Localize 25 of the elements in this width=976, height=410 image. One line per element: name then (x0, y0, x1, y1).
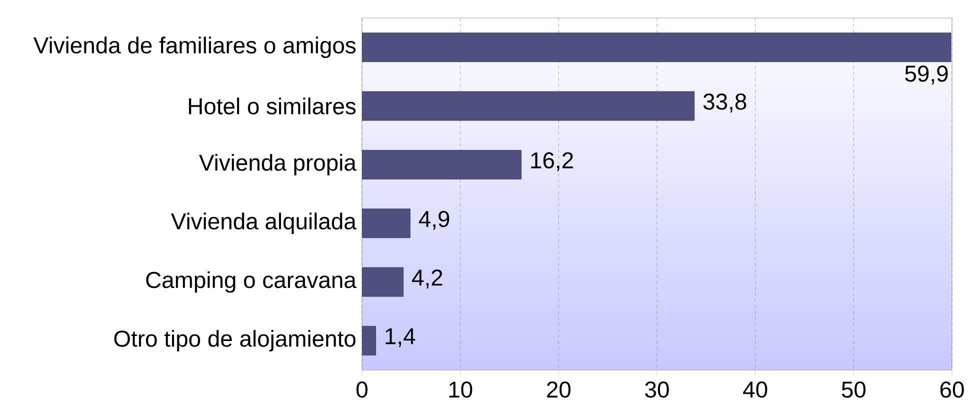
bar (362, 208, 410, 238)
data-label: 1,4 (386, 328, 416, 348)
x-tick-label: 60 (940, 382, 964, 398)
data-label: 4,2 (412, 270, 442, 288)
bar (362, 32, 952, 62)
bar (362, 326, 376, 356)
x-tick-label: 0 (356, 382, 368, 398)
bar (362, 150, 522, 180)
x-tick-label: 20 (547, 382, 571, 398)
data-label: 33,8 (703, 94, 746, 112)
y-tick-label: Vivienda propia (199, 154, 356, 176)
y-tick-label: Otro tipo de alojamiento (114, 330, 356, 352)
x-tick-label: 40 (743, 382, 768, 398)
x-tick-label: 10 (449, 382, 472, 398)
data-label: 59,9 (905, 66, 948, 84)
bar (362, 91, 695, 121)
y-tick-label: Camping o caravana (146, 271, 356, 293)
y-tick-label: Vivienda alquilada (170, 212, 356, 234)
data-label: 16,2 (531, 152, 573, 172)
data-label: 4,9 (418, 210, 450, 230)
x-tick-label: 30 (645, 382, 669, 398)
y-tick-label: Hotel o similares (188, 98, 356, 114)
x-tick-label: 50 (842, 382, 866, 398)
bar (362, 267, 404, 297)
y-tick-label: Vivienda de familiares o amigos (33, 36, 356, 58)
